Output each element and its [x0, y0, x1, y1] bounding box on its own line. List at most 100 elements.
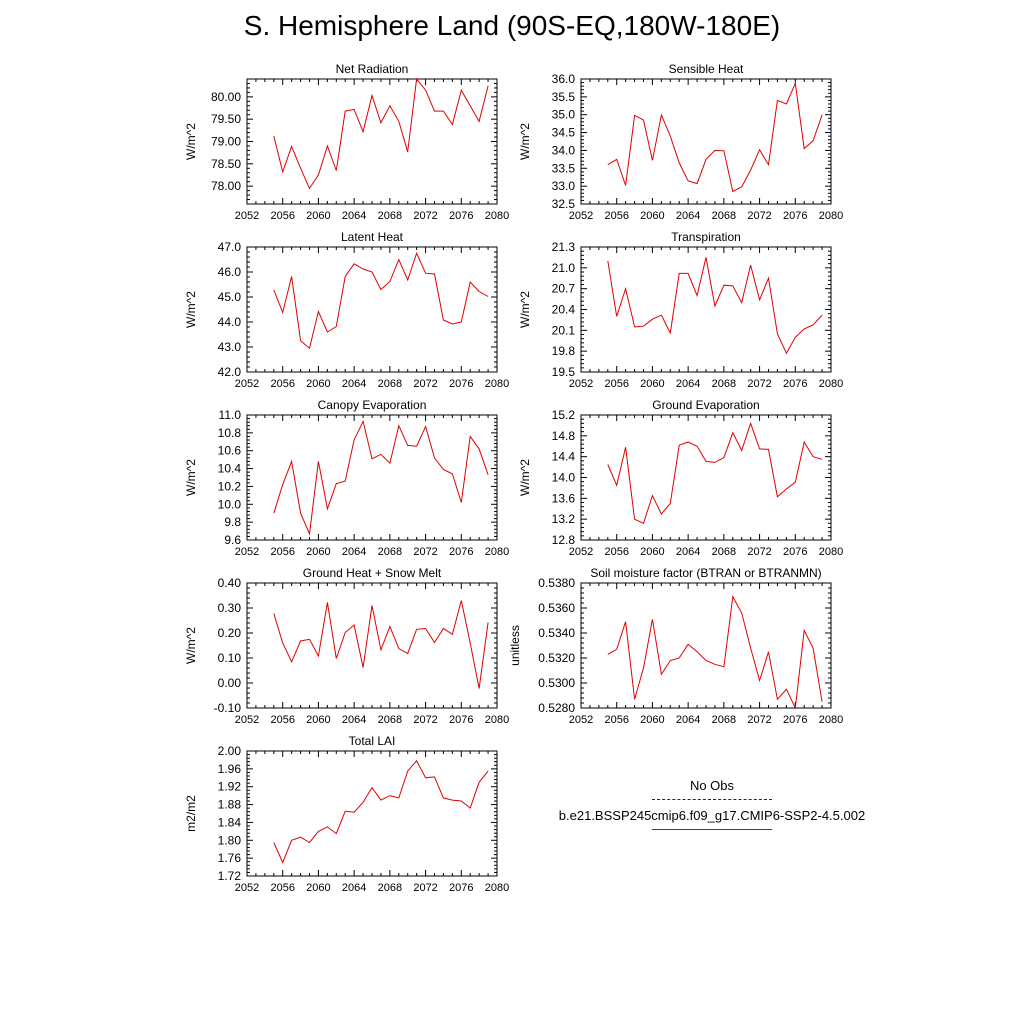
y-axis-label: W/m^2	[184, 459, 198, 496]
series-line	[273, 251, 489, 350]
x-tick-label: 2064	[342, 546, 366, 558]
plot-frame	[580, 78, 832, 205]
x-tick-label: 2060	[306, 714, 330, 726]
legend: No Obs b.e21.BSSP245cmip6.f09_g17.CMIP6-…	[512, 778, 912, 838]
x-tick-label: 2068	[378, 714, 402, 726]
panel-sensible-heat: Sensible Heat 2052 2056 2060 2064 2068 2072 207…	[518, 62, 843, 222]
x-tick-label: 2080	[819, 378, 843, 390]
x-tick-label: 2076	[449, 210, 473, 222]
y-tick-label: 0.5380	[538, 576, 575, 590]
y-tick-label: 13.6	[552, 491, 576, 505]
x-tick-label: 2068	[378, 378, 402, 390]
panel-title: Soil moisture factor (BTRAN or BTRANMN)	[590, 566, 821, 580]
x-tick-label: 2060	[640, 714, 664, 726]
series-line	[607, 421, 823, 524]
y-tick-label: 33.0	[552, 179, 576, 193]
x-tick-label: 2072	[413, 378, 437, 390]
x-tick-label: 2072	[413, 714, 437, 726]
x-tick-label: 2072	[747, 714, 771, 726]
page-title: S. Hemisphere Land (90S-EQ,180W-180E)	[243, 10, 781, 41]
x-tick-label: 2060	[640, 210, 664, 222]
x-tick-label: 2076	[783, 546, 807, 558]
x-tick-label: 2080	[485, 378, 509, 390]
y-tick-label: 0.00	[218, 676, 242, 690]
y-tick-label: 34.5	[552, 126, 576, 140]
series-line	[273, 600, 489, 689]
x-tick-label: 2064	[342, 882, 366, 894]
y-tick-label: 20.1	[552, 323, 576, 337]
y-tick-label: 43.0	[218, 340, 242, 354]
y-tick-label: 11.0	[219, 408, 242, 422]
x-tick-label: 2052	[235, 714, 259, 726]
x-tick-label: 2080	[819, 714, 843, 726]
x-tick-label: 2052	[569, 378, 593, 390]
panel-canopy-evaporation: Canopy Evaporation 2052 2056 2060 2064 2068 20…	[184, 398, 509, 558]
y-tick-label: 79.50	[211, 112, 241, 126]
x-tick-label: 2076	[449, 714, 473, 726]
panel-title: Transpiration	[671, 230, 741, 244]
x-tick-label: 2056	[270, 546, 294, 558]
x-tick-label: 2056	[604, 546, 628, 558]
x-tick-label: 2064	[676, 210, 700, 222]
y-tick-label: 10.8	[218, 426, 242, 440]
series-line	[607, 257, 823, 355]
x-tick-label: 2080	[819, 210, 843, 222]
y-tick-label: 13.2	[552, 512, 576, 526]
series-line	[273, 759, 489, 864]
legend-model-swatch	[652, 829, 772, 830]
y-tick-label: 14.4	[552, 450, 576, 464]
y-tick-label: 0.10	[218, 651, 242, 665]
panel-total-lai: Total LAI 2052 2056 2060 2064 2068 2072 2076 208…	[184, 734, 509, 894]
series-line	[607, 81, 823, 193]
panel-title: Sensible Heat	[669, 62, 744, 76]
x-tick-label: 2056	[270, 882, 294, 894]
y-tick-label: 9.6	[224, 533, 241, 547]
x-tick-label: 2064	[342, 210, 366, 222]
y-tick-label: 0.5320	[538, 651, 575, 665]
y-tick-label: 0.5280	[538, 701, 575, 715]
x-tick-label: 2060	[306, 210, 330, 222]
legend-obs-swatch	[652, 799, 772, 800]
y-tick-label: 1.88	[218, 798, 242, 812]
x-tick-label: 2056	[604, 210, 628, 222]
x-tick-label: 2052	[235, 378, 259, 390]
series-line	[273, 77, 489, 190]
y-tick-label: 10.6	[218, 444, 242, 458]
x-tick-label: 2056	[270, 714, 294, 726]
y-tick-label: 35.0	[552, 108, 576, 122]
x-tick-label: 2060	[306, 546, 330, 558]
plot-frame	[246, 246, 498, 373]
y-tick-label: 1.76	[218, 851, 242, 865]
x-tick-label: 2064	[676, 378, 700, 390]
x-tick-label: 2080	[485, 210, 509, 222]
x-tick-label: 2064	[676, 714, 700, 726]
y-tick-label: 10.2	[218, 479, 242, 493]
x-tick-label: 2060	[640, 546, 664, 558]
x-tick-label: 2060	[306, 378, 330, 390]
y-tick-label: 20.4	[552, 303, 576, 317]
plot-frame	[246, 582, 498, 709]
panel-title: Ground Evaporation	[652, 398, 759, 412]
x-tick-label: 2052	[569, 714, 593, 726]
y-tick-label: 80.00	[211, 90, 241, 104]
y-tick-label: 0.5340	[538, 626, 575, 640]
x-tick-label: 2076	[783, 714, 807, 726]
x-tick-label: 2068	[712, 546, 736, 558]
x-tick-label: 2052	[235, 546, 259, 558]
x-tick-label: 2076	[449, 378, 473, 390]
y-tick-label: 36.0	[552, 72, 576, 86]
panel-transpiration: Transpiration 2052 2056 2060 2064 2068 2072 207…	[518, 230, 843, 390]
x-tick-label: 2080	[819, 546, 843, 558]
y-axis-label: m2/m2	[184, 795, 198, 832]
y-tick-label: 33.5	[552, 161, 576, 175]
y-tick-label: 21.3	[552, 240, 576, 254]
series-line	[607, 595, 823, 710]
y-tick-label: 10.4	[218, 462, 242, 476]
y-tick-label: 46.0	[218, 265, 242, 279]
x-tick-label: 2068	[712, 210, 736, 222]
y-tick-label: 0.5360	[538, 601, 575, 615]
y-tick-label: 79.00	[211, 135, 241, 149]
x-tick-label: 2064	[676, 546, 700, 558]
x-tick-label: 2068	[378, 210, 402, 222]
